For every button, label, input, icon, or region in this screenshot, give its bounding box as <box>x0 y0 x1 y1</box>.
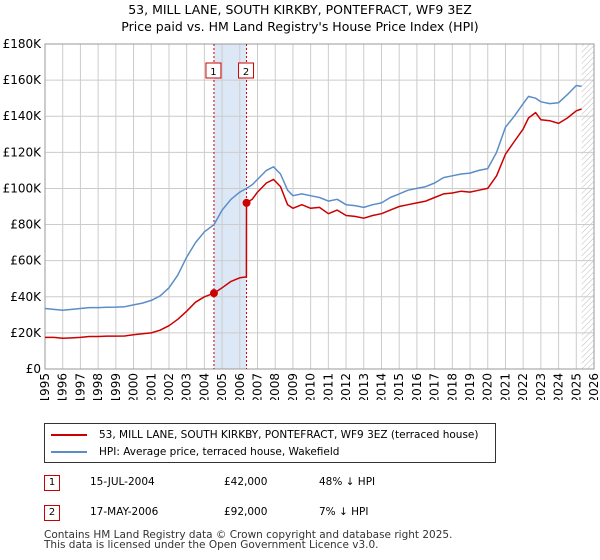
legend: 53, MILL LANE, SOUTH KIRKBY, PONTEFRACT,… <box>44 423 496 463</box>
legend-item-hpi: HPI: Average price, terraced house, Wake… <box>51 444 339 460</box>
sale-badge-1: 1 <box>44 475 60 491</box>
legend-line-hpi <box>51 451 87 453</box>
x-tick-label: 2024 <box>552 373 566 400</box>
forecast-hatch <box>581 44 594 369</box>
y-tick-label: £160K <box>3 73 43 87</box>
x-tick-label: 2000 <box>127 373 141 400</box>
x-tick-label: 2018 <box>445 373 459 400</box>
x-tick-label: 2021 <box>498 373 512 400</box>
series-line-hpi <box>44 84 582 312</box>
x-tick-label: 2003 <box>180 373 194 400</box>
sale-date-1: 15-JUL-2004 <box>90 476 155 488</box>
x-tick-label: 2016 <box>410 373 424 400</box>
sale-point-1 <box>209 289 218 298</box>
footer: Contains HM Land Registry data © Crown c… <box>44 529 453 551</box>
sale-marker-label-2: 2 <box>243 67 249 78</box>
legend-line-property <box>51 434 87 436</box>
legend-item-property: 53, MILL LANE, SOUTH KIRKBY, PONTEFRACT,… <box>51 427 478 443</box>
sale-marker-box-2 <box>238 62 255 79</box>
x-tick-label: 2025 <box>569 373 583 400</box>
y-tick-label: £80K <box>10 218 42 232</box>
plot-frame <box>44 43 595 370</box>
x-tick-label: 2015 <box>392 373 406 400</box>
sale-price-1: £42,000 <box>224 476 268 488</box>
x-tick-label: 2012 <box>339 373 353 400</box>
chart-title: 53, MILL LANE, SOUTH KIRKBY, PONTEFRACT,… <box>128 2 472 17</box>
x-tick-label: 2011 <box>321 373 335 400</box>
x-tick-label: 2004 <box>197 373 211 400</box>
sale-badge-2: 2 <box>44 505 60 521</box>
sale-point-2 <box>242 198 251 207</box>
legend-label-property: 53, MILL LANE, SOUTH KIRKBY, PONTEFRACT,… <box>99 429 479 441</box>
sale-row-2: 2 17-MAY-2006 £92,000 7% ↓ HPI <box>44 505 564 525</box>
x-tick-label: 2026 <box>587 373 600 400</box>
x-tick-label: 1998 <box>91 373 105 400</box>
sale-hpi-1: 48% ↓ HPI <box>319 476 376 488</box>
x-tick-label: 1999 <box>109 373 123 400</box>
x-tick-label: 2013 <box>357 373 371 400</box>
footer-line-1: Contains HM Land Registry data © Crown c… <box>44 529 453 541</box>
x-tick-label: 2014 <box>374 373 388 400</box>
x-tick-label: 2005 <box>215 373 229 400</box>
x-tick-label: 2006 <box>233 373 247 400</box>
x-tick-label: 2002 <box>162 373 176 400</box>
y-tick-label: £100K <box>3 181 43 195</box>
x-tick-label: 2007 <box>251 373 265 400</box>
x-tick-label: 2023 <box>534 373 548 400</box>
chart-subtitle: Price paid vs. HM Land Registry's House … <box>121 19 479 34</box>
y-tick-label: £40K <box>10 290 42 304</box>
sale-row-1: 1 15-JUL-2004 £42,000 48% ↓ HPI <box>44 475 564 495</box>
x-tick-label: 2019 <box>463 373 477 400</box>
series-line-property <box>45 108 582 340</box>
x-tick-label: 2010 <box>304 373 318 400</box>
y-tick-label: £120K <box>3 145 43 159</box>
sale-period-band <box>213 44 247 369</box>
y-tick-label: £0 <box>26 362 41 376</box>
sale-date-2: 17-MAY-2006 <box>90 506 159 518</box>
sale-price-2: £92,000 <box>224 506 268 518</box>
sale-marker-box-1 <box>205 62 222 79</box>
x-tick-label: 2008 <box>268 373 282 400</box>
price-chart: £0 £20K £40K £60K £80K £100K £120K £140K £160K £1… <box>3 37 600 400</box>
x-tick-label: 2020 <box>481 373 495 400</box>
legend-label-hpi: HPI: Average price, terraced house, Wake… <box>99 446 340 458</box>
y-tick-label: £20K <box>10 326 42 340</box>
x-tick-label: 1995 <box>38 373 52 400</box>
y-tick-label: £140K <box>3 109 43 123</box>
x-tick-label: 2009 <box>286 373 300 400</box>
footer-line-2: This data is licensed under the Open Gov… <box>44 539 379 551</box>
y-tick-label: £60K <box>10 254 42 268</box>
x-tick-label: 2001 <box>144 373 158 400</box>
x-tick-label: 2017 <box>428 373 442 400</box>
sale-hpi-2: 7% ↓ HPI <box>319 506 369 518</box>
y-tick-label: £180K <box>3 37 43 51</box>
x-tick-label: 1997 <box>73 373 87 400</box>
x-tick-label: 2022 <box>516 373 530 400</box>
x-tick-label: 1996 <box>56 373 70 400</box>
sale-marker-label-1: 1 <box>210 67 216 78</box>
